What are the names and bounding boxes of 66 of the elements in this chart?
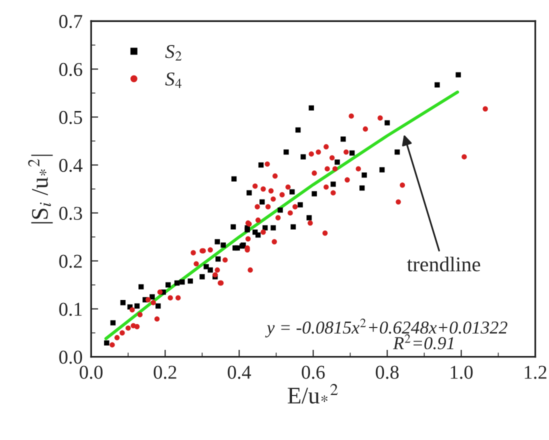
legend-label: S$_{2}$ (165, 45, 182, 60)
point (214, 239, 220, 244)
point (306, 215, 312, 220)
point (246, 190, 252, 196)
point (295, 127, 301, 133)
y-tick-label: 0.1 (59, 302, 82, 316)
x-tick-label: 1.0 (450, 366, 473, 379)
y-tick-label: 0.7 (59, 14, 82, 28)
point (204, 264, 209, 270)
point (258, 162, 264, 168)
point (312, 191, 317, 196)
y-tick-label: 0.4 (59, 158, 82, 172)
point (330, 182, 336, 187)
x-tick-label: 0.8 (376, 366, 399, 379)
point (300, 154, 306, 160)
point (384, 120, 390, 126)
point (220, 242, 226, 248)
point (260, 199, 265, 205)
x-tick-label: 0.6 (302, 366, 325, 379)
point (290, 189, 295, 194)
point (104, 340, 110, 346)
point (156, 303, 161, 309)
point (215, 256, 221, 262)
point (434, 82, 440, 88)
point (110, 320, 116, 326)
point (174, 280, 180, 286)
point (200, 274, 205, 280)
y-tick-label: 0.0 (59, 350, 82, 364)
y-tick-label: 0.6 (59, 62, 82, 76)
point (379, 167, 385, 172)
point (166, 282, 171, 288)
point (298, 202, 303, 208)
x-tick-label: 0.2 (154, 366, 176, 379)
point (230, 224, 236, 230)
point (231, 176, 237, 182)
point (262, 225, 268, 230)
point (120, 300, 126, 306)
point (255, 232, 261, 238)
x-tick-label: 1.2 (524, 366, 546, 379)
point (134, 303, 140, 309)
point (394, 149, 400, 155)
point (278, 207, 283, 213)
point (150, 294, 155, 300)
point (334, 160, 340, 165)
x-axis-title: E/u$_{*}$$^{2}$ (288, 384, 338, 404)
point (188, 278, 193, 284)
point (180, 279, 185, 285)
legend-label: S$_{4}$ (165, 72, 182, 88)
point (340, 136, 346, 142)
y-tick-label: 0.5 (59, 110, 82, 124)
y-axis-title: |S$_{i}$ /u$_{*}$$^{2}$| (28, 154, 53, 224)
point (359, 185, 365, 191)
point (362, 172, 367, 178)
point (349, 150, 355, 156)
point (308, 105, 314, 111)
point (138, 284, 144, 290)
y-tick-label: 0.3 (59, 206, 82, 220)
annotation: trendline (407, 256, 480, 272)
point (284, 149, 289, 155)
x-tick-label: 0.0 (80, 366, 103, 379)
point (270, 225, 276, 230)
point (208, 267, 213, 273)
point (456, 72, 461, 78)
y-tick-label: 0.2 (59, 254, 82, 268)
x-tick-label: 0.4 (228, 366, 252, 379)
point (290, 224, 296, 230)
